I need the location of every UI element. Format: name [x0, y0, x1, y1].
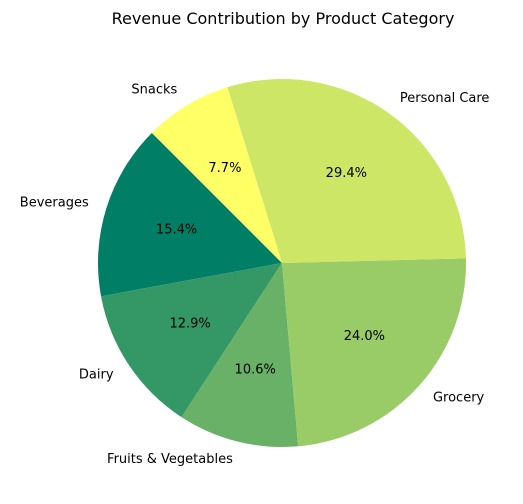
- chart-title: Revenue Contribution by Product Category: [112, 9, 455, 28]
- pie-category-labels: Beverages Dairy Fruits & Vegetables Grocery…: [20, 82, 490, 467]
- pie-category-label-snacks: Snacks: [131, 82, 177, 97]
- pie-slices: [97, 79, 466, 447]
- pie-slice-snacks: [151, 87, 282, 263]
- pie-slice-dairy: [101, 263, 282, 418]
- pie-percent-label-dairy: 12.9%: [169, 317, 210, 332]
- pie-slice-grocery: [282, 258, 466, 447]
- pie-percent-label-personal-care: 29.4%: [326, 166, 367, 181]
- pie-percent-label-fruits-and-vegetables: 10.6%: [235, 363, 276, 378]
- pie-category-label-fruits-and-vegetables: Fruits & Vegetables: [107, 452, 233, 467]
- pie-percent-label-snacks: 7.7%: [208, 161, 241, 176]
- pie-category-label-beverages: Beverages: [20, 195, 89, 210]
- pie-category-label-personal-care: Personal Care: [400, 91, 490, 106]
- pie-slice-beverages: [97, 132, 282, 297]
- pie-slice-personal-care: [227, 79, 466, 264]
- pie-category-label-dairy: Dairy: [79, 368, 114, 383]
- pie-percent-label-grocery: 24.0%: [344, 329, 385, 344]
- pie-category-label-grocery: Grocery: [433, 390, 485, 405]
- pie-slice-fruits-and-vegetables: [181, 263, 299, 447]
- pie-percent-label-beverages: 15.4%: [156, 223, 197, 238]
- pie-percent-labels: 15.4% 12.9% 10.6% 24.0% 29.4% 7.7%: [156, 161, 385, 378]
